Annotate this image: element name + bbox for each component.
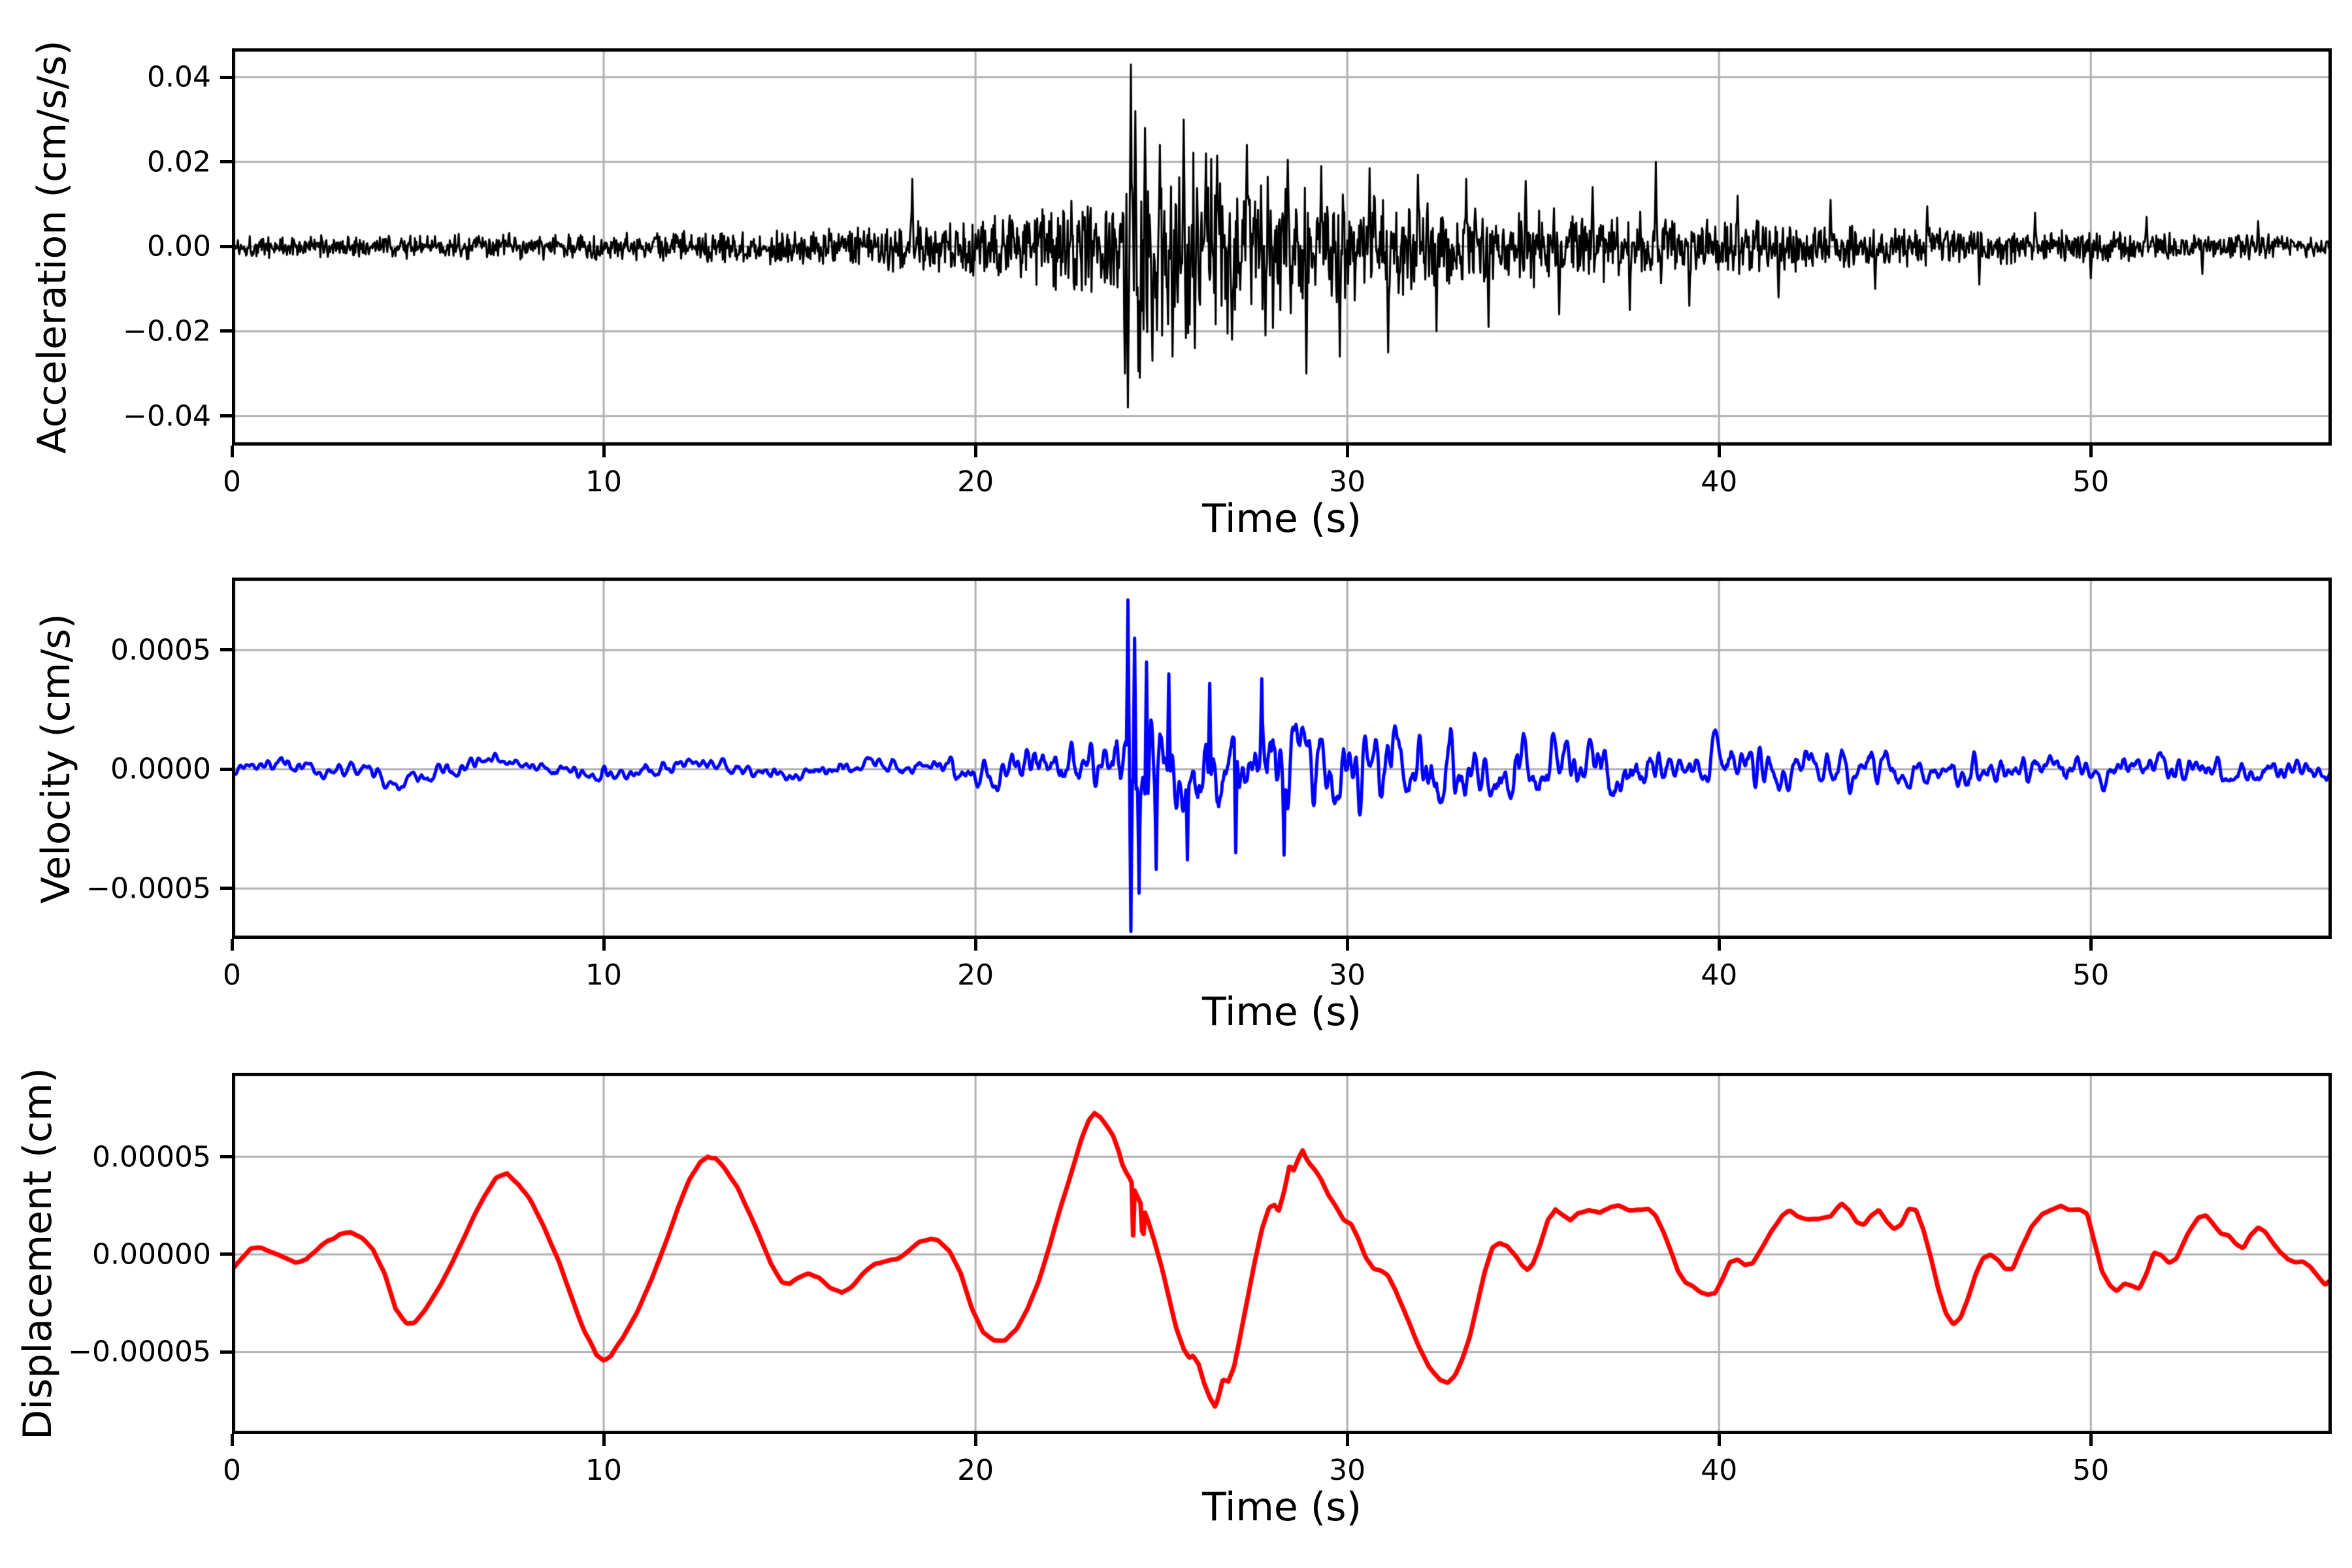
x-tick-label: 40: [1701, 958, 1738, 992]
x-tick-mark: [230, 1434, 234, 1446]
y-tick-mark: [220, 887, 232, 890]
y-tick-label: 0.00000: [92, 1237, 211, 1271]
x-tick-mark: [973, 446, 977, 457]
y-tick-mark: [220, 648, 232, 652]
y-tick-mark: [220, 414, 232, 418]
y-tick-mark: [220, 75, 232, 79]
x-tick-label: 20: [957, 1454, 994, 1487]
x-tick-label: 50: [2072, 465, 2110, 498]
x-tick-mark: [602, 1434, 606, 1446]
acceleration-plot: [232, 48, 2332, 446]
y-tick-label: 0.02: [147, 145, 211, 179]
y-tick-mark: [220, 329, 232, 333]
y-tick-mark: [220, 160, 232, 164]
x-tick-mark: [973, 939, 977, 951]
velocity-x-axis-label: Time (s): [1202, 989, 1362, 1035]
x-tick-mark: [973, 1434, 977, 1446]
x-tick-mark: [1717, 939, 1721, 951]
x-tick-label: 40: [1701, 1454, 1738, 1487]
x-tick-label: 50: [2072, 958, 2110, 992]
y-tick-mark: [220, 244, 232, 248]
x-tick-label: 10: [585, 958, 623, 992]
y-tick-label: −0.04: [123, 399, 211, 433]
x-tick-mark: [602, 446, 606, 457]
x-tick-label: 30: [1329, 958, 1366, 992]
x-tick-label: 40: [1701, 465, 1738, 498]
y-tick-label: 0.04: [147, 60, 211, 94]
x-tick-label: 0: [223, 958, 241, 992]
x-tick-label: 0: [223, 465, 241, 498]
displacement-plot: [232, 1073, 2332, 1434]
x-tick-mark: [602, 939, 606, 951]
x-tick-mark: [1717, 1434, 1721, 1446]
y-tick-mark: [220, 1252, 232, 1256]
y-tick-label: −0.02: [123, 314, 211, 348]
y-tick-label: 0.0000: [110, 752, 211, 786]
y-tick-label: −0.00005: [68, 1335, 211, 1369]
x-tick-label: 20: [957, 958, 994, 992]
x-tick-label: 50: [2072, 1454, 2110, 1487]
x-tick-label: 30: [1329, 465, 1366, 498]
displacement-y-axis-label: Displacement (cm): [15, 1067, 61, 1440]
x-tick-label: 10: [585, 465, 623, 498]
y-tick-label: 0.00005: [92, 1140, 211, 1174]
x-tick-label: 30: [1329, 1454, 1366, 1487]
x-tick-mark: [2089, 939, 2093, 951]
acceleration-y-axis-label: Acceleration (cm/s/s): [29, 40, 75, 454]
y-tick-label: −0.0005: [86, 872, 211, 906]
acceleration-x-axis-label: Time (s): [1202, 496, 1362, 542]
x-tick-mark: [1345, 446, 1349, 457]
y-tick-mark: [220, 767, 232, 771]
x-tick-label: 10: [585, 1454, 623, 1487]
displacement-x-axis-label: Time (s): [1202, 1484, 1362, 1530]
y-tick-label: 0.00: [147, 229, 211, 263]
x-tick-mark: [2089, 446, 2093, 457]
y-tick-label: 0.0005: [110, 633, 211, 667]
x-tick-mark: [1345, 1434, 1349, 1446]
x-tick-mark: [230, 446, 234, 457]
velocity-y-axis-label: Velocity (cm/s): [33, 613, 79, 904]
x-tick-label: 20: [957, 465, 994, 498]
y-tick-mark: [220, 1350, 232, 1354]
x-tick-mark: [1717, 446, 1721, 457]
x-tick-label: 0: [223, 1454, 241, 1487]
velocity-plot: [232, 578, 2332, 939]
x-tick-mark: [230, 939, 234, 951]
x-tick-mark: [1345, 939, 1349, 951]
x-tick-mark: [2089, 1434, 2093, 1446]
y-tick-mark: [220, 1155, 232, 1159]
